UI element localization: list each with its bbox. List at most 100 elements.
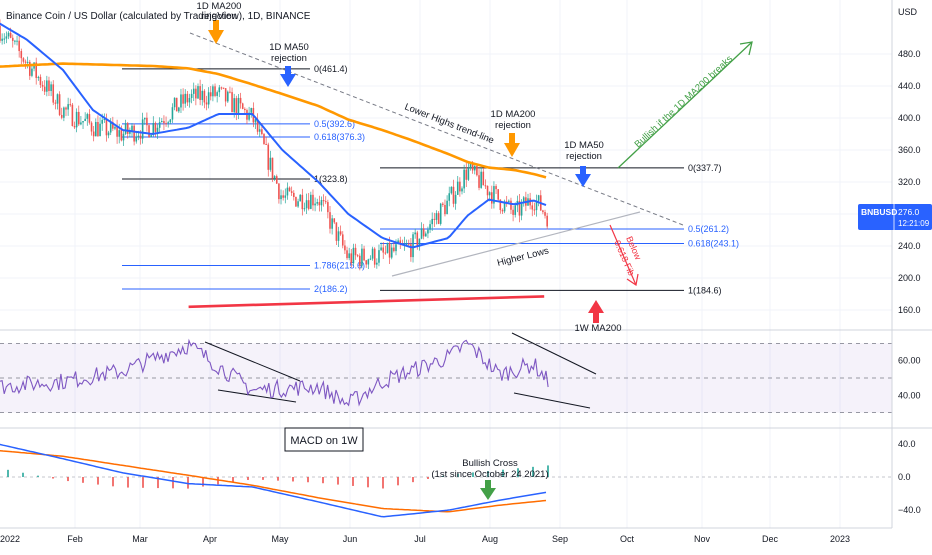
candle-body xyxy=(297,201,299,207)
candle-body xyxy=(52,84,55,103)
macd-histogram-bar xyxy=(277,477,279,481)
candle-body xyxy=(418,238,421,247)
macd-histogram-bar xyxy=(322,477,324,484)
weekly-ma200-arrow xyxy=(588,300,604,323)
candle-body xyxy=(5,36,8,39)
macd-axis[interactable]: 40.0 0.0 −40.0 xyxy=(898,439,921,515)
macd-histogram-bar xyxy=(427,477,429,479)
candle-body xyxy=(329,212,331,229)
candle-body xyxy=(535,200,538,211)
bullish-cross-label-line1: Bullish Cross xyxy=(462,458,518,469)
time-tick-label: 2022 xyxy=(0,534,20,544)
candle-body xyxy=(165,123,167,125)
candle-body xyxy=(197,86,199,99)
time-axis[interactable]: 2022 Feb Mar Apr May Jun Jul Aug Sep Oct Nov Dec 202… xyxy=(0,534,850,544)
candle-body xyxy=(233,98,235,113)
candle-body xyxy=(450,186,453,194)
time-tick-label: Dec xyxy=(762,534,779,544)
price-tick-label: 440.0 xyxy=(898,81,921,91)
candle-body xyxy=(150,135,152,138)
candle-body xyxy=(393,247,395,252)
candle-body xyxy=(495,186,497,190)
candle-body xyxy=(99,123,101,137)
ma200-rejection-label-1-line2: rejection xyxy=(201,11,237,22)
candle-body xyxy=(48,80,50,92)
candle-body xyxy=(478,175,480,188)
candle-body xyxy=(316,202,319,204)
candle-body xyxy=(454,194,457,204)
candle-body xyxy=(103,118,106,120)
ma50-rejection-label-1-line1: 1D MA50 xyxy=(269,42,309,53)
grid-lines xyxy=(0,0,892,528)
chart-title: Binance Coin / US Dollar (calculated by … xyxy=(6,11,311,22)
candle-body xyxy=(322,200,325,202)
candle-body xyxy=(416,232,419,247)
candle-body xyxy=(161,121,163,123)
candle-body xyxy=(73,126,76,128)
price-axis[interactable]: 480.0440.0400.0360.0320.0280.0240.0200.0… xyxy=(898,49,921,315)
macd-histogram-bar xyxy=(157,477,159,489)
macd-histogram-bar xyxy=(307,477,309,483)
candle-body xyxy=(531,205,534,210)
candle-body xyxy=(482,171,485,186)
candle-body xyxy=(11,37,14,41)
candle-body xyxy=(514,205,517,215)
candle-body xyxy=(520,203,523,216)
candle-body xyxy=(35,62,37,78)
candle-body xyxy=(461,188,463,192)
fib-top-label: 2(186.2) xyxy=(314,284,348,294)
candle-body xyxy=(488,192,491,196)
bullish-cross-label-line2: (1st since October 24 2021) xyxy=(431,469,548,480)
candle-body xyxy=(112,122,114,129)
macd-tick-label: 40.0 xyxy=(898,439,916,449)
candle-body xyxy=(120,130,123,141)
ma200-rejection-arrow-2 xyxy=(504,133,520,157)
candle-body xyxy=(114,126,116,129)
candle-body xyxy=(331,218,333,229)
macd-histogram-bar xyxy=(202,477,204,487)
macd-histogram-bar xyxy=(22,472,24,477)
candle-body xyxy=(295,196,297,207)
candle-body xyxy=(533,209,536,211)
candle-body xyxy=(433,218,436,220)
candle-body xyxy=(542,210,544,213)
candle-body xyxy=(324,201,327,203)
bullish-projection-arrow xyxy=(617,41,753,169)
candle-body xyxy=(505,201,508,203)
candle-body xyxy=(386,242,389,253)
candle-body xyxy=(373,248,376,265)
candle-body xyxy=(359,255,361,266)
candle-body xyxy=(244,108,246,111)
rsi-divergence-line-3 xyxy=(511,332,597,375)
bullish-cross-arrow xyxy=(480,480,496,500)
candle-body xyxy=(269,157,272,170)
candle-body xyxy=(407,243,410,245)
candle-body xyxy=(175,97,178,112)
candle-body xyxy=(444,204,446,215)
candle-body xyxy=(188,97,191,103)
candle-body xyxy=(71,104,74,127)
macd-histogram-bar xyxy=(7,469,9,477)
macd-histogram-bar xyxy=(457,473,459,477)
candle-body xyxy=(356,255,359,257)
macd-line xyxy=(0,443,547,518)
candle-body xyxy=(420,228,423,239)
candle-body xyxy=(439,203,442,224)
rsi-axis[interactable]: 60.00 40.00 xyxy=(898,356,921,401)
candle-body xyxy=(26,61,29,63)
candle-body xyxy=(88,114,91,123)
candle-body xyxy=(7,32,10,37)
candle-body xyxy=(250,108,253,113)
candle-body xyxy=(97,122,99,137)
candle-body xyxy=(275,176,278,184)
candle-body xyxy=(192,88,195,94)
time-tick-label: May xyxy=(271,534,289,544)
candle-body xyxy=(473,165,476,171)
macd-histogram-bar xyxy=(52,477,54,479)
candle-body xyxy=(452,186,455,204)
candle-body xyxy=(448,193,451,201)
candle-body xyxy=(320,200,323,206)
candle-body xyxy=(69,104,72,106)
